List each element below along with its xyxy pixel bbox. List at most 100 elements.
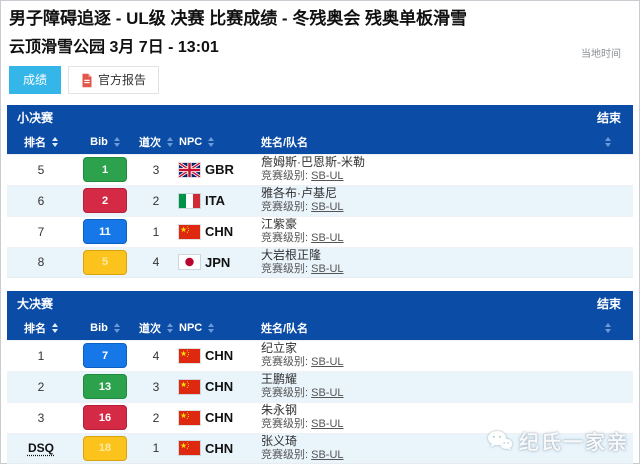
table-row: 8 5 4 JPN 大岩根正隆 竞赛级别: SB-UL bbox=[7, 246, 633, 278]
class-link[interactable]: SB-UL bbox=[311, 170, 344, 183]
sort-icon bbox=[52, 136, 58, 147]
competition-class: 竞赛级别: SB-UL bbox=[261, 232, 344, 245]
column-header-npc[interactable]: NPC bbox=[177, 322, 261, 334]
npc-code: CHN bbox=[205, 410, 234, 426]
npc-code: GBR bbox=[205, 162, 234, 178]
rank-value: DSQ bbox=[27, 441, 54, 456]
table-row: 5 1 3 GBR 詹姆斯·巴恩斯-米勒 竞赛级别: SB-UL bbox=[7, 153, 633, 185]
athlete-name: 朱永钢 bbox=[261, 403, 298, 418]
column-header-lane[interactable]: 道次 bbox=[135, 134, 177, 150]
bib-badge: 7 bbox=[83, 343, 127, 369]
flag-chn-icon bbox=[179, 410, 200, 425]
column-header-bib[interactable]: Bib bbox=[75, 136, 135, 148]
athlete-name: 王鹏耀 bbox=[261, 372, 298, 387]
column-header-rank[interactable]: 排名 bbox=[7, 320, 75, 336]
lane-value: 3 bbox=[152, 162, 160, 177]
column-header-npc[interactable]: NPC bbox=[177, 136, 261, 148]
rank-value: 3 bbox=[37, 410, 45, 425]
npc-code: CHN bbox=[205, 348, 234, 364]
lane-value: 1 bbox=[152, 224, 160, 239]
table-title: 大决赛 bbox=[17, 296, 54, 311]
flag-ita-icon bbox=[179, 193, 200, 208]
column-header-name[interactable]: 姓名/队名 bbox=[261, 322, 309, 335]
bib-badge: 5 bbox=[83, 249, 127, 275]
page-header: 男子障碍追逐 - UL级 决赛 比赛成绩 - 冬残奥会 残奥单板滑雪 云顶滑雪公… bbox=[1, 1, 639, 60]
lane-value: 2 bbox=[152, 410, 160, 425]
tab-results-label: 成绩 bbox=[23, 73, 48, 88]
tab-official-report[interactable]: 官方报告 bbox=[68, 65, 160, 94]
class-link[interactable]: SB-UL bbox=[311, 262, 344, 275]
column-header-lane[interactable]: 道次 bbox=[135, 320, 177, 336]
class-link[interactable]: SB-UL bbox=[311, 356, 344, 369]
competition-class: 竞赛级别: SB-UL bbox=[261, 262, 344, 275]
results-table: 大决赛 结束 排名 Bib 道次 NPC 姓名/队名 1 7 4 CHN 纪立家… bbox=[7, 290, 633, 464]
local-time-label: 当地时间 bbox=[581, 49, 621, 60]
npc-code: CHN bbox=[205, 440, 234, 456]
column-header-finish[interactable] bbox=[577, 322, 633, 333]
athlete-name: 张义琦 bbox=[261, 433, 298, 448]
lane-value: 1 bbox=[152, 441, 160, 456]
lane-value: 4 bbox=[152, 255, 160, 270]
sort-icon bbox=[167, 322, 173, 333]
athlete-name: 纪立家 bbox=[261, 341, 298, 356]
column-header-name[interactable]: 姓名/队名 bbox=[261, 136, 309, 149]
rank-value: 2 bbox=[37, 379, 45, 394]
npc-code: CHN bbox=[205, 224, 234, 240]
rank-value: 6 bbox=[37, 193, 45, 208]
bib-badge: 13 bbox=[83, 374, 127, 400]
rank-value: 1 bbox=[37, 348, 45, 363]
competition-class: 竞赛级别: SB-UL bbox=[261, 387, 344, 400]
pdf-document-icon bbox=[81, 73, 93, 88]
bib-badge: 2 bbox=[83, 188, 127, 214]
class-link[interactable]: SB-UL bbox=[311, 201, 344, 214]
class-link[interactable]: SB-UL bbox=[311, 418, 344, 431]
column-header-finish[interactable] bbox=[577, 136, 633, 147]
page-title: 男子障碍追逐 - UL级 决赛 比赛成绩 - 冬残奥会 残奥单板滑雪 bbox=[9, 9, 468, 28]
class-link[interactable]: SB-UL bbox=[311, 232, 344, 245]
bib-badge: 16 bbox=[83, 405, 127, 431]
sort-icon bbox=[52, 322, 58, 333]
npc-code: ITA bbox=[205, 193, 225, 209]
class-link[interactable]: SB-UL bbox=[311, 387, 344, 400]
npc-code: CHN bbox=[205, 379, 234, 395]
athlete-name: 詹姆斯·巴恩斯-米勒 bbox=[261, 155, 365, 170]
competition-class: 竞赛级别: SB-UL bbox=[261, 170, 344, 183]
column-header-bib[interactable]: Bib bbox=[75, 322, 135, 334]
rank-value: 7 bbox=[37, 224, 45, 239]
table-header-row: 排名 Bib 道次 NPC 姓名/队名 bbox=[7, 129, 633, 154]
table-row: 1 7 4 CHN 纪立家 竞赛级别: SB-UL bbox=[7, 339, 633, 371]
competition-class: 竞赛级别: SB-UL bbox=[261, 356, 344, 369]
competition-class: 竞赛级别: SB-UL bbox=[261, 201, 344, 214]
sort-icon bbox=[167, 136, 173, 147]
table-row: 7 11 1 CHN 江紫豪 竞赛级别: SB-UL bbox=[7, 215, 633, 247]
competition-class: 竞赛级别: SB-UL bbox=[261, 418, 344, 431]
tab-results[interactable]: 成绩 bbox=[9, 65, 62, 94]
flag-chn-icon bbox=[179, 348, 200, 363]
page-subtitle: 云顶滑雪公园 3月 7日 - 13:01 bbox=[9, 38, 219, 56]
column-header-rank[interactable]: 排名 bbox=[7, 134, 75, 150]
table-title: 小决赛 bbox=[17, 110, 54, 125]
competition-class: 竞赛级别: SB-UL bbox=[261, 448, 344, 461]
bib-badge: 1 bbox=[83, 157, 127, 183]
table-row: 6 2 2 ITA 雅各布·卢基尼 竞赛级别: SB-UL bbox=[7, 184, 633, 216]
table-status-badge: 结束 bbox=[596, 110, 621, 125]
rank-value: 5 bbox=[37, 162, 45, 177]
tables: 小决赛 结束 排名 Bib 道次 NPC 姓名/队名 5 1 3 GBR 詹姆斯… bbox=[7, 104, 633, 464]
sort-icon bbox=[605, 322, 611, 333]
sort-icon bbox=[605, 136, 611, 147]
npc-code: JPN bbox=[205, 254, 231, 270]
athlete-name: 江紫豪 bbox=[261, 217, 298, 232]
sort-icon bbox=[113, 136, 120, 147]
table-row: DSQ 18 1 CHN 张义琦 竞赛级别: SB-UL bbox=[7, 432, 633, 464]
bib-badge: 11 bbox=[83, 219, 127, 245]
flag-gbr-icon bbox=[179, 162, 200, 177]
table-status-badge: 结束 bbox=[596, 296, 621, 311]
athlete-name: 大岩根正隆 bbox=[261, 247, 322, 262]
sort-icon bbox=[208, 136, 215, 147]
tab-official-report-label: 官方报告 bbox=[98, 73, 147, 88]
athlete-name: 雅各布·卢基尼 bbox=[261, 186, 337, 201]
flag-chn-icon bbox=[179, 441, 200, 456]
class-link[interactable]: SB-UL bbox=[311, 448, 344, 461]
lane-value: 4 bbox=[152, 348, 160, 363]
lane-value: 2 bbox=[152, 193, 160, 208]
